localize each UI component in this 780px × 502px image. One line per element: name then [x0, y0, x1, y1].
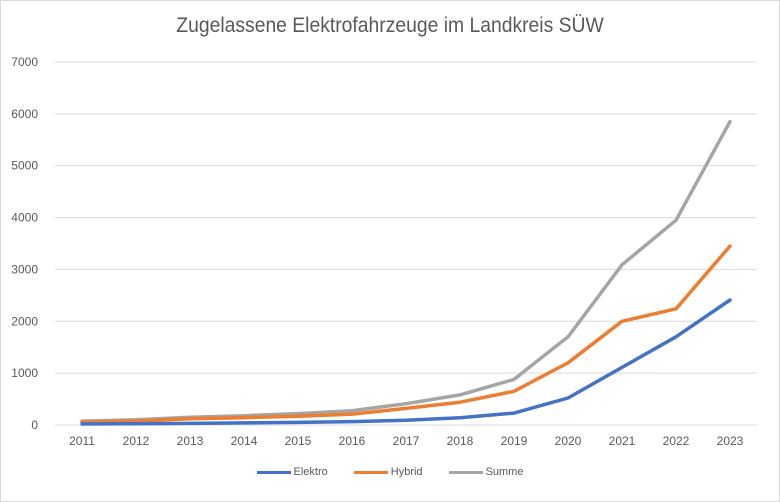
legend-swatch-summe [448, 470, 483, 474]
x-tick-label: 2022 [663, 434, 690, 448]
legend-item-elektro[interactable]: Elektro [256, 466, 328, 478]
x-tick-label: 2011 [69, 434, 95, 448]
series-line-hybrid [80, 244, 732, 424]
x-tick-label: 2023 [717, 434, 744, 448]
x-tick-label: 2014 [231, 434, 258, 448]
legend-item-summe[interactable]: Summe [448, 466, 524, 478]
y-tick-label: 0 [31, 418, 38, 432]
legend-swatch-elektro [256, 470, 291, 474]
x-tick-label: 2013 [177, 434, 204, 448]
legend-item-hybrid[interactable]: Hybrid [353, 466, 423, 478]
legend-label-elektro: Elektro [293, 466, 328, 478]
series-line-elektro [80, 298, 732, 426]
legend: Elektro Hybrid Summe [0, 466, 780, 478]
y-tick-label: 2000 [11, 314, 38, 328]
x-tick-label: 2017 [393, 434, 420, 448]
y-tick-label: 3000 [11, 262, 38, 276]
y-tick-label: 1000 [11, 366, 38, 380]
legend-label-hybrid: Hybrid [390, 466, 423, 478]
x-tick-label: 2015 [285, 434, 312, 448]
legend-swatch-hybrid [353, 470, 388, 474]
x-axis-ticks: 2011 2012 2013 2014 2015 2016 2017 2018 2019 2020… [69, 434, 744, 448]
legend-label-summe: Summe [485, 466, 524, 478]
chart-title: Zugelassene Elektrofahrzeuge im Landkrei… [176, 14, 604, 37]
x-tick-label: 2016 [339, 434, 366, 448]
y-tick-label: 4000 [11, 211, 38, 225]
series-line-summe [80, 119, 732, 423]
x-tick-label: 2021 [609, 434, 636, 448]
series-lines [80, 119, 732, 426]
y-tick-label: 6000 [11, 107, 38, 121]
y-tick-label: 7000 [11, 55, 38, 69]
x-tick-label: 2018 [447, 434, 474, 448]
y-axis-ticks: 0 1000 2000 3000 4000 5000 6000 7000 [11, 55, 38, 432]
x-tick-label: 2012 [123, 434, 150, 448]
x-tick-label: 2019 [501, 434, 528, 448]
x-tick-label: 2020 [555, 434, 582, 448]
y-tick-label: 5000 [11, 159, 38, 173]
gridlines [55, 61, 757, 426]
